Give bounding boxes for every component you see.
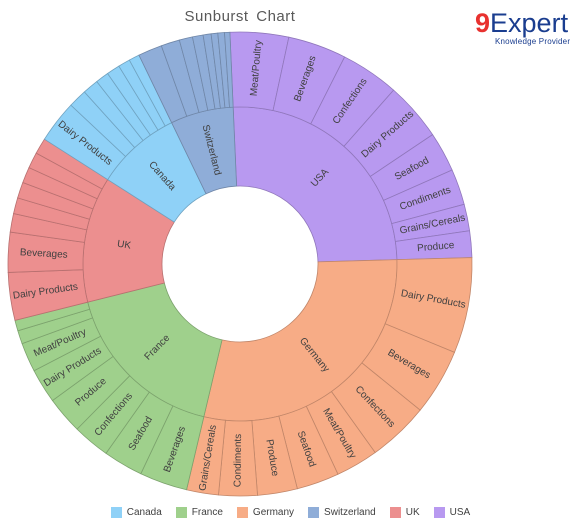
legend-label: Switzerland [324, 507, 376, 518]
legend-item-usa[interactable]: USA [433, 507, 471, 518]
chart-title: Sunburst Chart [184, 8, 296, 25]
logo-expert: Expert [490, 8, 569, 38]
legend-swatch [236, 507, 248, 518]
logo-wordmark: 9Expert [475, 10, 568, 37]
legend-label: France [191, 507, 223, 518]
legend-swatch [110, 507, 122, 518]
legend-swatch [308, 507, 320, 518]
legend-label: Germany [252, 507, 295, 518]
category-segment-switzerland-item-7[interactable] [224, 31, 234, 108]
logo: 9Expert Knowledge Provider [475, 10, 575, 50]
category-label-uk-beverages: Beverages [20, 247, 68, 260]
legend-swatch [389, 507, 401, 518]
legend-item-france[interactable]: France [175, 507, 223, 518]
legend-swatch [433, 507, 445, 518]
category-label-germany-condiments: Condiments [233, 434, 244, 487]
chart-legend: Canada France Germany Switzerland UK USA [0, 507, 581, 518]
country-label-uk: UK [116, 239, 132, 252]
legend-item-canada[interactable]: Canada [110, 507, 162, 518]
category-label-usa-meat-poultry: Meat/Poultry [249, 40, 265, 97]
legend-label: USA [449, 507, 471, 518]
logo-tagline: Knowledge Provider [495, 37, 571, 46]
legend-item-uk[interactable]: UK [389, 507, 420, 518]
legend-item-switzerland[interactable]: Switzerland [308, 507, 376, 518]
legend-item-germany[interactable]: Germany [236, 507, 295, 518]
legend-label: UK [405, 507, 420, 518]
legend-swatch [175, 507, 187, 518]
logo-nine: 9 [475, 8, 491, 38]
category-label-usa-produce: Produce [417, 240, 455, 254]
legend-label: Canada [126, 507, 162, 518]
